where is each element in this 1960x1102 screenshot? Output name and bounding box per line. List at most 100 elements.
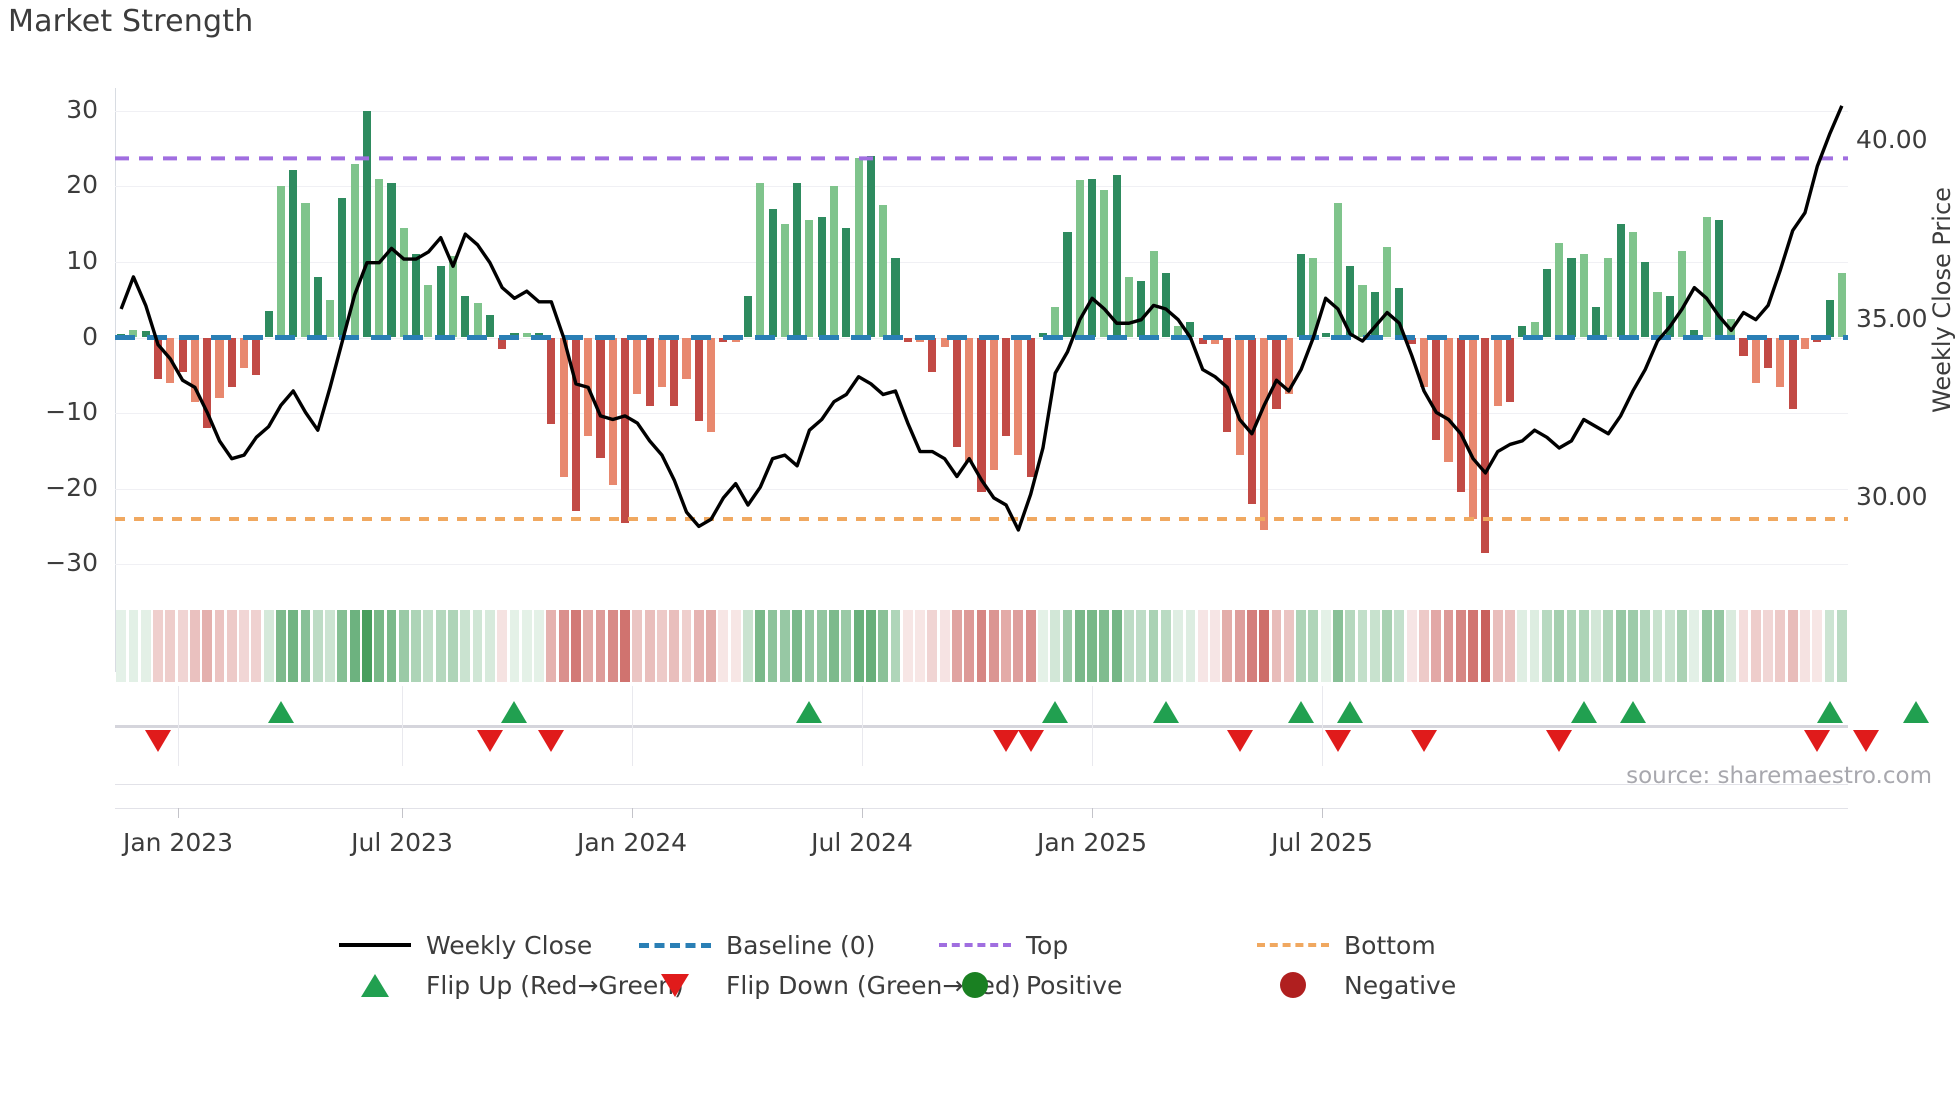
heatmap-cell xyxy=(1382,610,1392,682)
strength-bar xyxy=(1407,337,1416,344)
legend-label: Weekly Close xyxy=(426,930,593,960)
strength-bar xyxy=(448,255,458,338)
heatmap-cell xyxy=(1136,610,1147,682)
heatmap-cell xyxy=(743,610,753,682)
legend-item[interactable]: Top xyxy=(930,928,1248,962)
heatmap-cell xyxy=(140,610,151,682)
strength-bar xyxy=(1186,322,1195,338)
heatmap-cell xyxy=(1333,610,1343,682)
strength-bar xyxy=(252,337,261,376)
flip-down-marker-icon xyxy=(1804,730,1831,752)
heatmap-cell xyxy=(1603,610,1614,682)
heatmap-cell xyxy=(1160,610,1171,682)
strength-bar xyxy=(1591,307,1601,338)
x-axis-tick xyxy=(178,808,179,818)
heatmap-cell xyxy=(767,610,778,682)
heatmap-cell xyxy=(472,610,483,682)
strength-bar xyxy=(1628,231,1637,338)
heatmap-cell xyxy=(1431,610,1442,682)
heatmap-cell xyxy=(1836,610,1847,682)
strength-bar xyxy=(1555,242,1564,338)
strength-bar xyxy=(1481,337,1490,553)
heatmap-cell xyxy=(657,610,667,682)
legend-item[interactable]: Weekly Close xyxy=(330,928,630,962)
x-axis-tick xyxy=(1322,808,1323,818)
strength-bar xyxy=(1419,337,1429,387)
right-axis-label: Weekly Close Price xyxy=(1928,187,1956,413)
flip-down-marker-icon xyxy=(476,730,503,752)
heatmap-cell xyxy=(1246,610,1257,682)
heatmap-cell xyxy=(251,610,262,682)
heatmap-cell xyxy=(988,610,999,682)
strength-bar xyxy=(1739,337,1748,357)
heatmap-cell xyxy=(349,610,360,682)
strength-bar xyxy=(301,202,310,338)
heatmap-cell xyxy=(214,610,225,682)
x-axis-tick xyxy=(1092,808,1093,818)
heatmap-cell xyxy=(570,610,581,682)
heatmap-cell xyxy=(1800,610,1810,682)
legend-item[interactable]: Flip Down (Green→Red) xyxy=(630,968,1021,1002)
strength-bar xyxy=(1051,307,1060,338)
legend-item[interactable]: Negative xyxy=(1248,968,1548,1002)
heatmap-cell xyxy=(583,610,594,682)
line-dotted-icon xyxy=(1257,943,1329,947)
legend-item[interactable]: Flip Up (Red→Green) xyxy=(330,968,684,1002)
heatmap-cell xyxy=(1111,610,1122,682)
strength-bar xyxy=(1751,337,1760,383)
flip-down-marker-icon xyxy=(1226,730,1253,752)
heatmap-cell xyxy=(1087,610,1098,682)
strength-bar xyxy=(633,337,642,395)
heatmap-cell xyxy=(546,610,557,682)
left-tick-label: −10 xyxy=(45,397,98,427)
heatmap-cell xyxy=(1406,610,1417,682)
heatmap-cell xyxy=(116,610,127,682)
x-axis-tick-label: Jan 2024 xyxy=(576,828,688,857)
x-axis-tick-label: Jul 2023 xyxy=(351,828,453,857)
heatmap-cell xyxy=(1468,610,1479,682)
strength-bar xyxy=(1444,337,1453,463)
heatmap-cell xyxy=(1419,610,1429,682)
flip-up-marker-icon xyxy=(1288,701,1315,723)
strength-bar xyxy=(596,337,605,459)
gridline xyxy=(115,110,1848,112)
heatmap-cell xyxy=(1824,610,1835,682)
heatmap-cell xyxy=(177,610,188,682)
heatmap-cell xyxy=(1345,610,1356,682)
heatmap-cell xyxy=(1357,610,1368,682)
strength-bar xyxy=(276,186,285,338)
strength-bar xyxy=(780,224,789,338)
heatmap-cell xyxy=(718,610,729,682)
heatmap-cell xyxy=(1050,610,1061,682)
strength-bar xyxy=(1567,258,1576,338)
strength-bar xyxy=(424,284,433,338)
strength-bar xyxy=(1788,337,1797,410)
flip-down-marker-icon xyxy=(1410,730,1437,752)
flip-up-marker-icon xyxy=(1816,701,1843,723)
strength-bar xyxy=(952,337,961,448)
heatmap-cell xyxy=(927,610,938,682)
flip-down-marker-icon xyxy=(1017,730,1044,752)
legend-item[interactable]: Baseline (0) xyxy=(630,928,930,962)
heatmap-cell xyxy=(607,610,618,682)
legend-item[interactable]: Positive xyxy=(930,968,1248,1002)
strength-bar xyxy=(694,337,703,421)
heatmap-cell xyxy=(730,610,741,682)
strength-bar xyxy=(829,186,839,338)
strength-bar xyxy=(1641,261,1650,338)
heatmap-cell xyxy=(1615,610,1626,682)
strength-bar xyxy=(1014,337,1023,455)
strength-bar xyxy=(1260,337,1269,531)
heatmap-cell xyxy=(1529,610,1540,682)
main-plot-area xyxy=(115,88,1848,587)
left-tick-label: 0 xyxy=(82,321,98,351)
heatmap-cell xyxy=(1763,610,1774,682)
heatmap-cell xyxy=(128,610,139,682)
heatmap-cell xyxy=(878,610,889,682)
legend-item[interactable]: Bottom xyxy=(1248,928,1548,962)
strength-bar xyxy=(608,337,617,485)
strength-bar xyxy=(326,299,335,338)
strength-bar xyxy=(891,258,900,338)
x-axis-tick-label: Jul 2025 xyxy=(1271,828,1373,857)
